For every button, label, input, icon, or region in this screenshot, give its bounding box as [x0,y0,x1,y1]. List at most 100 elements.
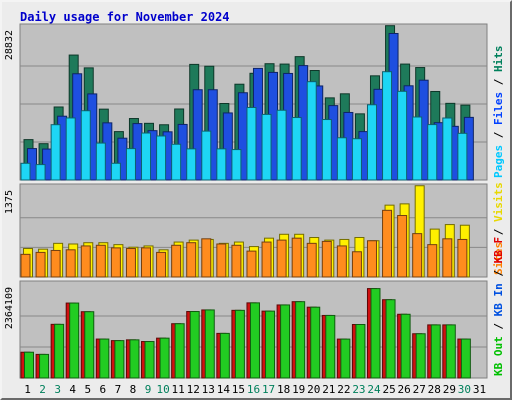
bar-pages [35,164,46,181]
x-tick-label: 8 [130,383,137,396]
bar-sites [427,244,438,278]
panel-kb: 2364109 KB Out / KB In / KB F [4,237,505,379]
bar-sites [231,244,242,278]
x-tick-label: 19 [292,383,305,396]
bar-files [222,112,233,181]
bar-kb-out [219,332,230,379]
chart-title: Daily usage for November 2024 [20,10,230,24]
x-tick-label: 26 [398,383,411,396]
x-tick-label: 14 [217,383,231,396]
legend-entry: Sites [492,242,505,275]
x-tick-label: 23 [352,383,365,396]
bar-kb-out [144,341,155,379]
bar-sites [306,242,317,278]
bar-kb-out [189,311,200,379]
x-tick-label: 18 [277,383,290,396]
bar-pages [80,110,91,181]
bar-pages [95,142,106,181]
bar-sites [412,233,423,278]
bar-sites [276,239,287,278]
bar-kb-out [415,333,426,379]
bar-pages [397,90,408,181]
legend-entry: KB In [492,283,505,316]
bar-pages [457,132,468,181]
x-tick-label: 13 [202,383,215,396]
x-tick-label: 1 [24,383,31,396]
bar-pages [246,107,257,181]
bar-sites [35,251,46,278]
bar-sites [246,250,257,278]
bar-kb-out [460,338,471,379]
bar-sites [141,247,152,278]
bar-kb-out [355,323,366,379]
legend: Sites / Visits [492,182,505,275]
bar-pages [50,124,61,181]
legend: KB Out / KB In / KB F [492,237,505,376]
bar-pages [276,109,287,181]
bar-sites [351,251,362,278]
legend-separator: / [492,263,505,283]
bar-kb-out [204,309,215,379]
bar-pages [412,116,423,181]
bar-pages [20,162,31,181]
bar-kb-out [54,323,65,379]
legend-entry: KB F [492,237,505,264]
bar-kb-out [39,353,50,379]
bar-sites [65,249,76,278]
bar-pages [141,132,152,181]
legend-separator: / [492,316,505,336]
bar-sites [321,240,332,278]
bar-sites [201,238,212,278]
panel-visits-sites: 1375 Sites / Visits [4,182,505,278]
bar-kb-out [295,301,306,379]
bar-pages [216,148,227,181]
x-tick-label: 31 [473,383,486,396]
bar-pages [442,117,453,181]
bar-sites [110,247,121,278]
x-tick-label: 11 [172,383,185,396]
bar-sites [95,244,106,278]
bar-pages [201,130,212,181]
legend-entry: Pages [492,145,505,178]
x-tick-label: 28 [428,383,441,396]
bar-kb-out [370,288,381,379]
legend-separator: / [492,222,505,242]
bar-pages [427,124,438,181]
bar-sites [457,238,468,278]
y-max-label: 2364109 [4,287,15,329]
bar-sites [20,253,31,278]
legend-separator: / [492,125,505,145]
bar-pages [336,137,347,181]
bar-kb-out [310,306,321,379]
bar-kb-out [99,338,110,379]
bar-sites [171,244,182,278]
bar-sites [336,245,347,278]
bar-sites [261,241,272,278]
bar-kb-out [280,304,291,379]
x-tick-label: 10 [156,383,169,396]
bar-pages [110,162,121,181]
bar-pages [306,81,317,181]
bar-kb-out [159,337,170,379]
bar-kb-out [265,310,276,379]
bar-pages [291,117,302,181]
x-tick-label: 3 [54,383,61,396]
x-tick-label: 17 [262,383,275,396]
x-tick-label: 7 [115,383,122,396]
bar-sites [156,251,167,278]
bar-kb-out [84,311,95,379]
bar-sites [216,243,227,278]
legend-entry: Hits [492,46,505,73]
legend-entry: Visits [492,182,505,222]
bar-pages [382,71,393,181]
bar-pages [366,104,377,181]
x-tick-label: 15 [232,383,245,396]
x-tick-label: 25 [382,383,395,396]
x-tick-label: 4 [69,383,76,396]
bar-sites [50,249,61,278]
legend: Pages / Files / Hits [492,46,505,179]
bar-kb-out [445,324,456,379]
x-tick-label: 12 [187,383,200,396]
x-tick-label: 29 [443,383,456,396]
